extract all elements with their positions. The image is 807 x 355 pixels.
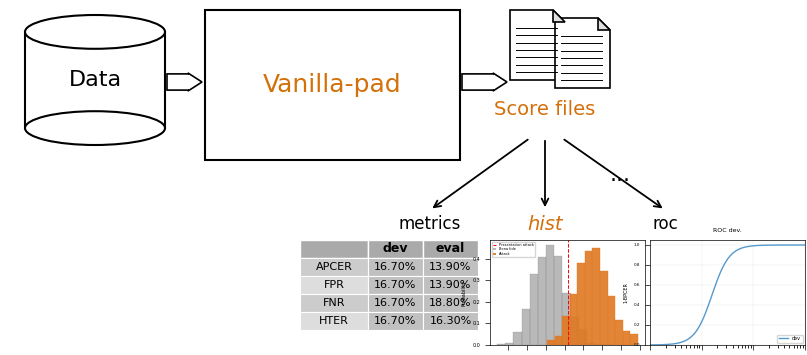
- Bar: [585, 251, 592, 345]
- Bar: [587, 343, 595, 345]
- Bar: [423, 276, 478, 294]
- Text: 18.80%: 18.80%: [429, 298, 472, 308]
- Text: 16.70%: 16.70%: [374, 316, 416, 326]
- Title: ROC dev.: ROC dev.: [713, 228, 742, 233]
- Bar: [300, 312, 368, 330]
- Bar: [300, 240, 368, 258]
- dev: [740, 245, 750, 249]
- Bar: [577, 263, 585, 345]
- Bar: [529, 274, 538, 345]
- Text: 16.30%: 16.30%: [429, 316, 471, 326]
- Bar: [423, 240, 478, 258]
- Text: 13.90%: 13.90%: [429, 262, 471, 272]
- Text: 13.90%: 13.90%: [429, 280, 471, 290]
- Text: ...: ...: [609, 165, 630, 185]
- Bar: [546, 245, 554, 345]
- Bar: [497, 344, 505, 345]
- Polygon shape: [553, 10, 565, 22]
- Polygon shape: [462, 73, 507, 91]
- Bar: [368, 312, 423, 330]
- Bar: [595, 344, 604, 345]
- Ellipse shape: [25, 15, 165, 49]
- dev: [737, 246, 746, 250]
- dev: [776, 243, 785, 247]
- Polygon shape: [510, 10, 565, 80]
- Bar: [25, 32, 165, 128]
- Text: 16.70%: 16.70%: [374, 262, 416, 272]
- Bar: [547, 340, 554, 345]
- dev: [801, 243, 807, 247]
- Bar: [368, 258, 423, 276]
- Text: eval: eval: [436, 242, 465, 256]
- dev: [646, 343, 655, 347]
- Bar: [368, 276, 423, 294]
- Bar: [513, 332, 521, 345]
- Bar: [600, 271, 608, 345]
- Bar: [521, 309, 529, 345]
- Polygon shape: [555, 18, 610, 88]
- Bar: [562, 316, 570, 345]
- Bar: [505, 343, 513, 345]
- Ellipse shape: [25, 15, 165, 49]
- Text: Data: Data: [69, 70, 122, 90]
- Text: dev: dev: [383, 242, 408, 256]
- Bar: [300, 294, 368, 312]
- Bar: [368, 240, 423, 258]
- Bar: [579, 329, 587, 345]
- Polygon shape: [598, 18, 610, 30]
- Text: hist: hist: [527, 215, 562, 234]
- Bar: [300, 276, 368, 294]
- Text: HTER: HTER: [319, 316, 349, 326]
- Bar: [592, 248, 600, 345]
- Legend: dev: dev: [777, 335, 803, 343]
- Bar: [300, 258, 368, 276]
- Text: Score files: Score files: [495, 100, 596, 119]
- Bar: [368, 294, 423, 312]
- Y-axis label: Probability: Probability: [462, 279, 467, 306]
- Text: APCER: APCER: [316, 262, 353, 272]
- Polygon shape: [167, 73, 202, 91]
- Text: Vanilla-pad: Vanilla-pad: [263, 73, 402, 97]
- Bar: [423, 258, 478, 276]
- Text: 16.70%: 16.70%: [374, 280, 416, 290]
- Bar: [423, 294, 478, 312]
- Text: metrics: metrics: [399, 215, 461, 233]
- Bar: [623, 331, 630, 345]
- Bar: [538, 257, 546, 345]
- dev: [786, 243, 796, 247]
- Bar: [205, 10, 460, 160]
- Bar: [554, 256, 562, 345]
- Bar: [562, 293, 571, 345]
- Bar: [570, 294, 577, 345]
- Bar: [630, 334, 638, 345]
- Bar: [604, 344, 612, 345]
- Line: dev: dev: [650, 245, 805, 345]
- dev: [645, 343, 654, 347]
- Bar: [615, 320, 623, 345]
- Text: FNR: FNR: [323, 298, 345, 308]
- Bar: [554, 336, 562, 345]
- Y-axis label: 1-BPCER: 1-BPCER: [623, 282, 628, 303]
- dev: [738, 246, 747, 250]
- Text: FPR: FPR: [324, 280, 345, 290]
- Bar: [423, 312, 478, 330]
- Text: 16.70%: 16.70%: [374, 298, 416, 308]
- Text: roc: roc: [652, 215, 678, 233]
- Ellipse shape: [25, 111, 165, 145]
- Legend: Presentation attack, Bona fide, Attack: Presentation attack, Bona fide, Attack: [491, 242, 535, 257]
- Bar: [571, 317, 579, 345]
- Bar: [608, 296, 615, 345]
